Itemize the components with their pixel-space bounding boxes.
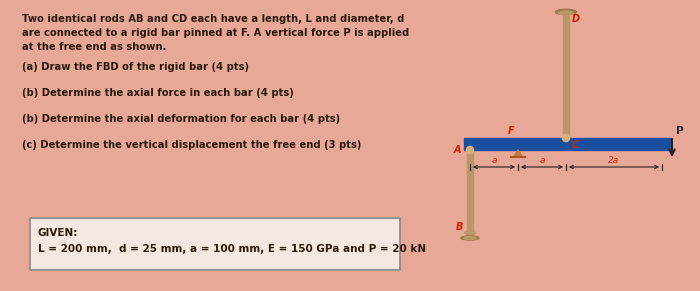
Text: 2a: 2a [608, 156, 620, 165]
Text: a: a [491, 156, 497, 165]
Text: at the free end as shown.: at the free end as shown. [22, 42, 167, 52]
Text: GIVEN:: GIVEN: [38, 228, 78, 238]
Bar [467, 150, 473, 235]
Ellipse shape [465, 232, 475, 235]
Text: (b) Determine the axial deformation for each bar (4 pts): (b) Determine the axial deformation for … [22, 114, 340, 124]
Text: P: P [676, 126, 684, 136]
Ellipse shape [559, 11, 573, 15]
Text: a: a [539, 156, 545, 165]
Text: are connected to a rigid bar pinned at F. A vertical force P is applied: are connected to a rigid bar pinned at F… [22, 28, 409, 38]
Text: C: C [572, 140, 579, 150]
Text: L = 200 mm,  d = 25 mm, a = 100 mm, E = 150 GPa and P = 20 kN: L = 200 mm, d = 25 mm, a = 100 mm, E = 1… [38, 244, 426, 254]
Text: (a) Draw the FBD of the rigid bar (4 pts): (a) Draw the FBD of the rigid bar (4 pts… [22, 62, 249, 72]
Bar [464, 138, 670, 150]
Text: D: D [572, 14, 580, 24]
Text: (c) Determine the vertical displacement the free end (3 pts): (c) Determine the vertical displacement … [22, 140, 361, 150]
Text: A: A [454, 145, 461, 155]
Ellipse shape [556, 9, 577, 15]
Bar [563, 16, 569, 138]
FancyBboxPatch shape [30, 218, 400, 270]
Ellipse shape [464, 237, 476, 239]
Circle shape [562, 134, 570, 142]
Text: (b) Determine the axial force in each bar (4 pts): (b) Determine the axial force in each ba… [22, 88, 294, 98]
Text: Two identical rods AB and CD each have a length, L and diameter, d: Two identical rods AB and CD each have a… [22, 14, 405, 24]
Ellipse shape [461, 236, 479, 240]
Polygon shape [514, 150, 522, 157]
Text: B: B [456, 222, 463, 232]
Text: F: F [508, 126, 514, 136]
Circle shape [466, 146, 474, 154]
